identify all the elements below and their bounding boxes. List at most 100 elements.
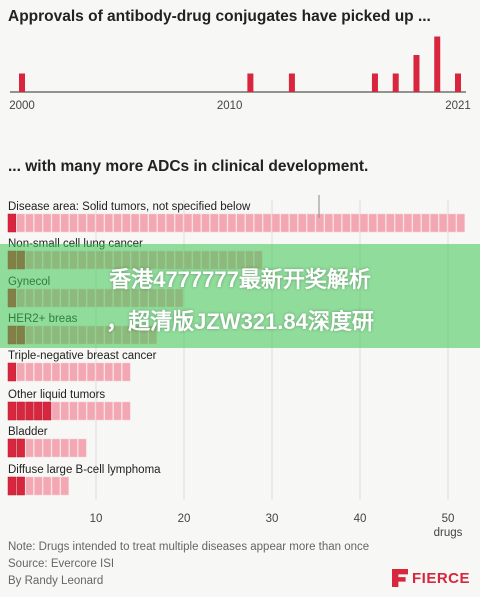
drug-cell xyxy=(298,213,307,233)
drug-cell xyxy=(78,401,87,421)
drug-cell xyxy=(51,476,61,496)
note-text: Note: Drugs intended to treat multiple d… xyxy=(8,541,370,553)
drug-cell xyxy=(324,213,333,233)
drug-cell xyxy=(350,213,360,233)
drug-cell xyxy=(394,213,404,233)
drug-cell xyxy=(262,213,272,233)
drug-cell-approved xyxy=(7,213,17,233)
drug-cell xyxy=(254,213,263,233)
watermark-line-2: ，超清版JZW321.84深度研 xyxy=(106,309,374,334)
fierce-logo-icon xyxy=(391,569,408,587)
drug-cell xyxy=(104,362,113,382)
drug-cell xyxy=(60,476,69,496)
drug-cell xyxy=(25,476,34,496)
x-tick-label: 10 xyxy=(90,513,103,525)
drug-cell xyxy=(86,401,96,421)
drug-cell xyxy=(113,213,122,233)
drug-cell-approved xyxy=(34,401,43,421)
category-label: Other liquid tumors xyxy=(8,389,105,401)
bar xyxy=(19,73,25,92)
drug-cell xyxy=(78,362,87,382)
drug-cell xyxy=(359,213,369,233)
drug-cell xyxy=(183,213,193,233)
bottom-chart-title: ... with many more ADCs in clinical deve… xyxy=(8,158,369,175)
drug-cell xyxy=(386,213,395,233)
drug-cell xyxy=(342,213,351,233)
category-label: Triple-negative breast cancer xyxy=(8,350,157,362)
drug-cell-approved xyxy=(16,401,25,421)
drug-cell xyxy=(16,213,25,233)
category-label: Diffuse large B-cell lymphoma xyxy=(8,464,161,476)
drug-cell xyxy=(60,401,69,421)
drug-cell xyxy=(51,362,61,382)
drug-cell xyxy=(280,213,289,233)
bar xyxy=(392,73,399,92)
drug-cell xyxy=(78,438,87,458)
drug-cell-approved xyxy=(7,476,17,496)
drug-cell xyxy=(60,438,69,458)
drug-cell xyxy=(210,213,219,233)
drug-cell-approved xyxy=(16,476,25,496)
bar xyxy=(434,36,441,92)
drug-cell-approved xyxy=(25,401,34,421)
drug-cell xyxy=(192,213,201,233)
drug-cell xyxy=(34,362,43,382)
drug-cell xyxy=(42,476,52,496)
watermark-line-1: 香港4777777最新开奖解析 xyxy=(109,267,371,292)
drug-cell xyxy=(60,362,69,382)
x-tick-label: 40 xyxy=(354,513,367,525)
drug-cell xyxy=(166,213,175,233)
drug-cell xyxy=(113,362,122,382)
fierce-logo-text: FIERCE xyxy=(411,569,470,587)
drug-cell xyxy=(315,213,325,233)
drug-cell xyxy=(368,213,377,233)
category-label: Disease area: Solid tumors, not specifie… xyxy=(8,201,251,213)
top-chart-title: Approvals of antibody-drug conjugates ha… xyxy=(8,8,431,25)
watermark-banner xyxy=(0,244,480,348)
x-tick-label: 2010 xyxy=(217,100,243,112)
drug-cell xyxy=(51,401,61,421)
approvals-chart: 2000 2010 2021 xyxy=(9,36,471,112)
drug-cell xyxy=(104,401,113,421)
drug-cell xyxy=(122,401,131,421)
bar xyxy=(413,55,420,92)
drug-cell xyxy=(236,213,245,233)
drug-cell xyxy=(60,213,69,233)
drug-cell-approved xyxy=(7,401,17,421)
bar xyxy=(455,73,461,92)
drug-cell xyxy=(447,213,457,233)
drug-cell xyxy=(306,213,316,233)
drug-cell xyxy=(42,438,52,458)
bar xyxy=(288,73,295,92)
drug-cell xyxy=(130,213,140,233)
drug-cell xyxy=(377,213,386,233)
drug-cell xyxy=(34,213,43,233)
drug-cell xyxy=(157,213,166,233)
bar xyxy=(247,73,254,92)
drug-cell xyxy=(122,213,131,233)
drug-cell xyxy=(95,401,105,421)
drug-cell xyxy=(69,438,78,458)
drug-cell xyxy=(86,362,96,382)
drug-cell xyxy=(148,213,157,233)
x-axis-unit-label: drugs xyxy=(434,527,463,539)
drug-cell xyxy=(218,213,228,233)
drug-cell xyxy=(412,213,421,233)
x-tick-label: 2000 xyxy=(9,100,35,112)
drug-cell xyxy=(25,362,34,382)
drug-cell xyxy=(421,213,430,233)
x-tick-label: 50 xyxy=(442,513,455,525)
bar xyxy=(371,73,378,92)
drug-cell xyxy=(34,438,43,458)
x-tick-label: 2021 xyxy=(445,100,471,112)
x-tick-label: 20 xyxy=(178,513,191,525)
drug-cell xyxy=(95,213,105,233)
byline-text: By Randy Leonard xyxy=(8,575,104,587)
drug-cell xyxy=(289,213,298,233)
drug-cell xyxy=(34,476,43,496)
drug-cell xyxy=(201,213,210,233)
drug-cell xyxy=(25,213,34,233)
drug-cell xyxy=(403,213,413,233)
drug-cell xyxy=(16,362,25,382)
category-label: Bladder xyxy=(8,426,48,438)
